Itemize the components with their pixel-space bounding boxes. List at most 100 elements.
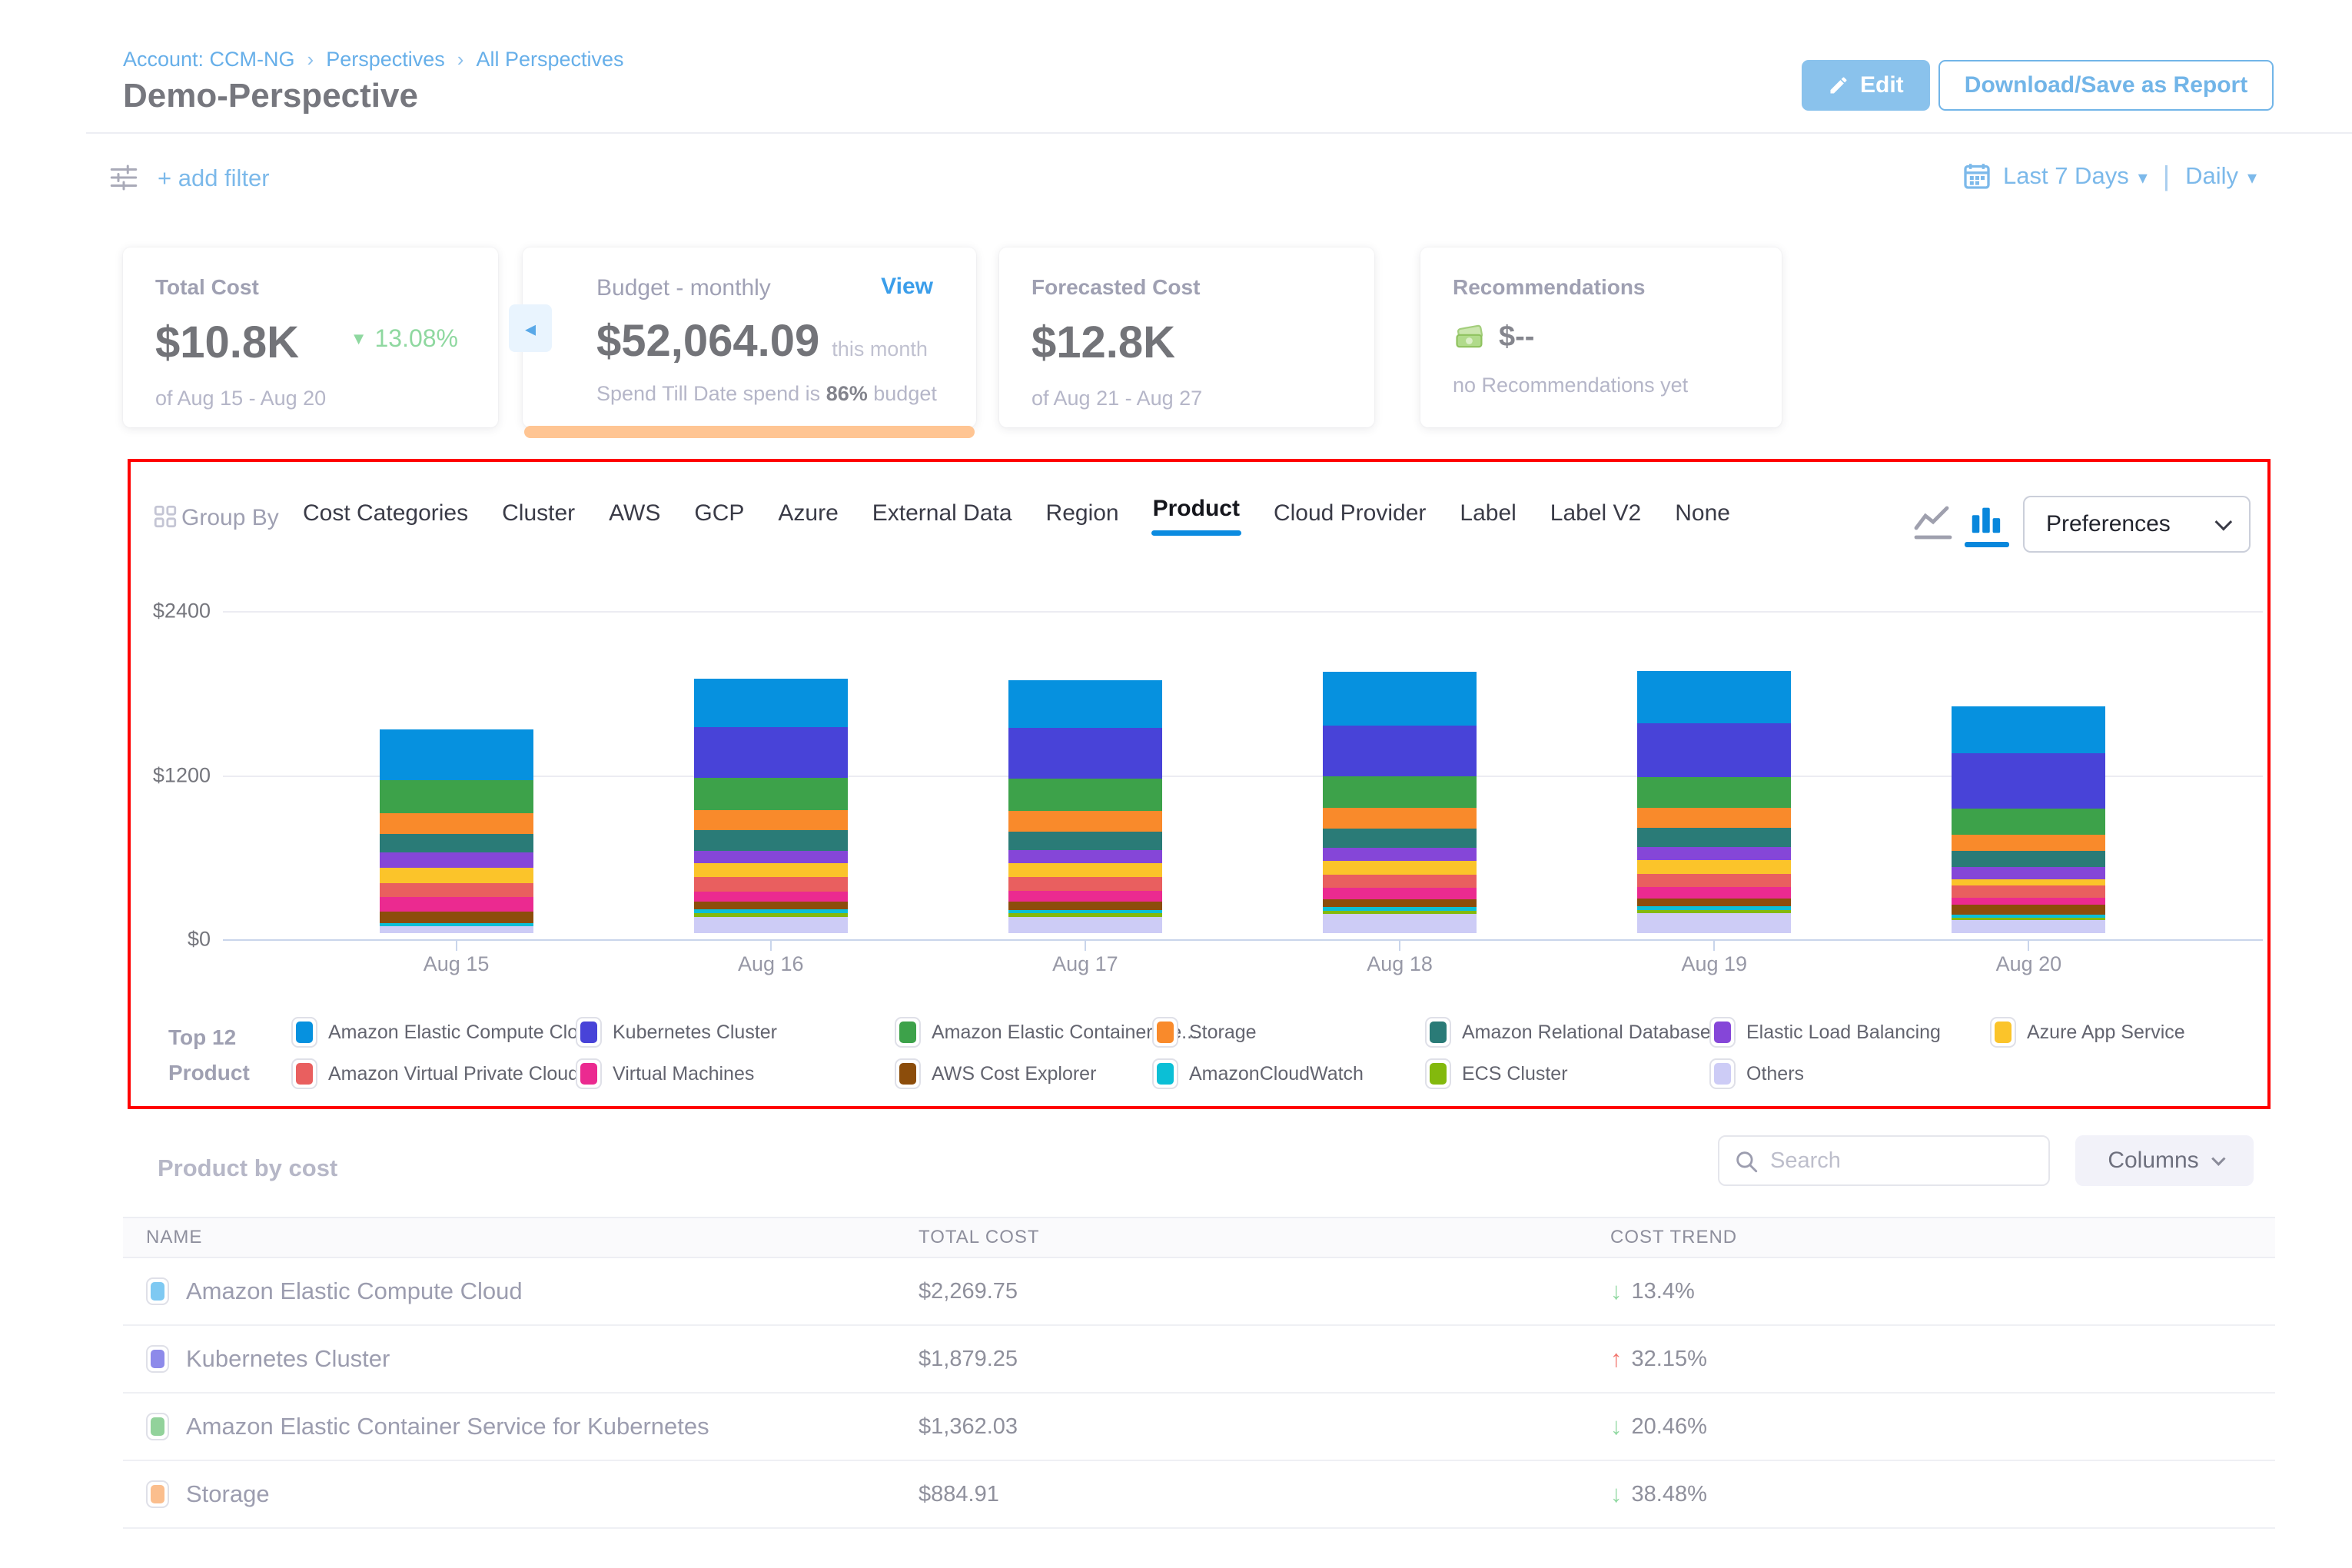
legend-item-azure-app-service[interactable]: Azure App Service [1990, 1017, 2185, 1048]
bar-segment-elastic-load-balancing[interactable] [693, 850, 848, 864]
tab-aws[interactable]: AWS [609, 500, 661, 526]
bar-segment-amazon-elastic-container-service-for-kubernetes[interactable] [1952, 809, 2106, 835]
bar-segment-amazon-elastic-compute-cloud[interactable] [1323, 672, 1477, 726]
tab-external-data[interactable]: External Data [872, 500, 1012, 526]
bar-segment-amazon-relational-database-service[interactable] [1952, 851, 2106, 868]
bar-segment-others[interactable] [379, 926, 533, 933]
bar-segment-aws-cost-explorer[interactable] [379, 911, 533, 923]
bar-segment-aws-cost-explorer[interactable] [1952, 905, 2106, 915]
bar-segment-amazon-relational-database-service[interactable] [379, 833, 533, 853]
tab-region[interactable]: Region [1045, 500, 1119, 526]
bar-segment-kubernetes-cluster[interactable] [1008, 728, 1162, 779]
bar-aug-18[interactable] [1323, 672, 1477, 933]
bar-segment-aws-cost-explorer[interactable] [1637, 898, 1792, 907]
budget-prev-arrow-button[interactable]: ◂ [509, 304, 552, 352]
legend-item-amazon-virtual-private-cloud[interactable]: Amazon Virtual Private Cloud [291, 1058, 579, 1089]
bar-segment-amazoncloudwatch[interactable] [1637, 906, 1792, 910]
legend-item-amazon-elastic-compute-clo-[interactable]: Amazon Elastic Compute Clo... [291, 1017, 594, 1048]
bar-segment-amazon-relational-database-service[interactable] [693, 830, 848, 851]
bar-segment-amazoncloudwatch[interactable] [1323, 907, 1477, 911]
bar-segment-storage[interactable] [1637, 807, 1792, 829]
bar-segment-others[interactable] [1008, 916, 1162, 933]
legend-item-amazon-relational-database-[interactable]: Amazon Relational Database ... [1425, 1017, 1732, 1048]
columns-button[interactable]: Columns [2075, 1135, 2254, 1186]
bar-segment-elastic-load-balancing[interactable] [1008, 850, 1162, 864]
legend-item-kubernetes-cluster[interactable]: Kubernetes Cluster [576, 1017, 895, 1048]
legend-item-virtual-machines[interactable]: Virtual Machines [576, 1058, 895, 1089]
bar-segment-amazon-virtual-private-cloud[interactable] [1323, 874, 1477, 889]
tab-azure[interactable]: Azure [778, 500, 839, 526]
bar-segment-amazon-elastic-compute-cloud[interactable] [693, 678, 848, 727]
bar-segment-virtual-machines[interactable] [1008, 890, 1162, 902]
bar-segment-storage[interactable] [1952, 835, 2106, 852]
bar-segment-others[interactable] [693, 917, 848, 933]
table-row-amazon-elastic-compute-cloud[interactable]: Amazon Elastic Compute Cloud $2,269.75 ↓ 13… [123, 1258, 2275, 1326]
tab-none[interactable]: None [1675, 500, 1730, 526]
filter-sliders-icon[interactable] [106, 161, 141, 198]
bar-segment-amazon-relational-database-service[interactable] [1323, 828, 1477, 848]
table-header-total-cost[interactable]: TOTAL COST [919, 1227, 1040, 1247]
bar-segment-amazon-elastic-compute-cloud[interactable] [1952, 706, 2106, 753]
bar-segment-amazon-relational-database-service[interactable] [1637, 828, 1792, 847]
bar-segment-amazon-elastic-container-service-for-kubernetes[interactable] [1008, 779, 1162, 811]
legend-item-others[interactable]: Others [1709, 1058, 1990, 1089]
bar-segment-kubernetes-cluster[interactable] [693, 726, 848, 779]
table-row-storage[interactable]: Storage $884.91 ↓ 38.48% [123, 1461, 2275, 1529]
preferences-button[interactable]: Preferences [2023, 496, 2251, 553]
bar-segment-amazon-virtual-private-cloud[interactable] [1952, 885, 2106, 899]
bar-segment-amazoncloudwatch[interactable] [1008, 909, 1162, 914]
legend-item-elastic-load-balancing[interactable]: Elastic Load Balancing [1709, 1017, 1990, 1048]
bar-chart-icon[interactable] [1965, 502, 2009, 547]
bar-segment-amazon-virtual-private-cloud[interactable] [1637, 873, 1792, 888]
bar-segment-kubernetes-cluster[interactable] [1323, 725, 1477, 777]
line-chart-icon[interactable] [1912, 505, 1954, 546]
bar-segment-amazon-elastic-container-service-for-kubernetes[interactable] [693, 778, 848, 810]
bar-segment-elastic-load-balancing[interactable] [1323, 847, 1477, 861]
bar-aug-17[interactable] [1008, 679, 1162, 933]
bar-segment-azure-app-service[interactable] [1323, 860, 1477, 875]
bar-segment-ecs-cluster[interactable] [1952, 917, 2106, 921]
add-filter-button[interactable]: + add filter [158, 164, 270, 191]
bar-segment-amazon-elastic-container-service-for-kubernetes[interactable] [1323, 776, 1477, 809]
bar-segment-azure-app-service[interactable] [1637, 859, 1792, 874]
bar-segment-others[interactable] [1323, 914, 1477, 933]
bar-segment-amazon-elastic-container-service-for-kubernetes[interactable] [1637, 776, 1792, 808]
tab-product[interactable]: Product [1151, 496, 1242, 536]
table-header-name[interactable]: NAME [146, 1227, 203, 1247]
bar-segment-elastic-load-balancing[interactable] [1637, 846, 1792, 860]
granularity-dropdown[interactable]: Daily ▾ [2185, 162, 2257, 190]
tab-label-v2[interactable]: Label V2 [1550, 500, 1642, 526]
bar-segment-others[interactable] [1637, 913, 1792, 933]
bar-segment-azure-app-service[interactable] [1008, 863, 1162, 878]
bar-segment-amazon-elastic-compute-cloud[interactable] [1008, 679, 1162, 729]
bar-segment-storage[interactable] [693, 809, 848, 831]
bar-segment-azure-app-service[interactable] [379, 868, 533, 884]
bar-aug-20[interactable] [1952, 706, 2106, 933]
legend-item-amazoncloudwatch[interactable]: AmazonCloudWatch [1152, 1058, 1425, 1089]
bar-segment-virtual-machines[interactable] [379, 897, 533, 912]
search-input[interactable] [1719, 1137, 2048, 1184]
bar-segment-virtual-machines[interactable] [1323, 888, 1477, 899]
bar-segment-kubernetes-cluster[interactable] [1637, 723, 1792, 777]
edit-button[interactable]: Edit [1802, 60, 1930, 111]
date-range-dropdown[interactable]: Last 7 Days ▾ [2003, 162, 2148, 190]
table-header-cost-trend[interactable]: COST TREND [1610, 1227, 1738, 1247]
tab-label[interactable]: Label [1460, 500, 1517, 526]
legend-item-aws-cost-explorer[interactable]: AWS Cost Explorer [895, 1058, 1152, 1089]
bar-segment-aws-cost-explorer[interactable] [1008, 902, 1162, 910]
bar-segment-kubernetes-cluster[interactable] [1952, 752, 2106, 809]
bar-segment-virtual-machines[interactable] [1952, 898, 2106, 905]
download-save-report-button[interactable]: Download/Save as Report [1938, 60, 2274, 111]
bar-segment-azure-app-service[interactable] [1952, 879, 2106, 885]
bar-segment-amazoncloudwatch[interactable] [693, 909, 848, 914]
bar-aug-15[interactable] [379, 729, 533, 933]
bar-segment-amazon-virtual-private-cloud[interactable] [693, 877, 848, 892]
tab-cluster[interactable]: Cluster [502, 500, 576, 526]
legend-item-amazon-elastic-container-se-[interactable]: Amazon Elastic Container Se... [895, 1017, 1198, 1048]
bar-segment-ecs-cluster[interactable] [693, 913, 848, 918]
bar-segment-virtual-machines[interactable] [1637, 887, 1792, 899]
table-row-kubernetes-cluster[interactable]: Kubernetes Cluster $1,879.25 ↑ 32.15% [123, 1326, 2275, 1394]
bar-segment-amazon-virtual-private-cloud[interactable] [379, 883, 533, 898]
legend-item-ecs-cluster[interactable]: ECS Cluster [1425, 1058, 1709, 1089]
bar-aug-19[interactable] [1637, 670, 1792, 933]
